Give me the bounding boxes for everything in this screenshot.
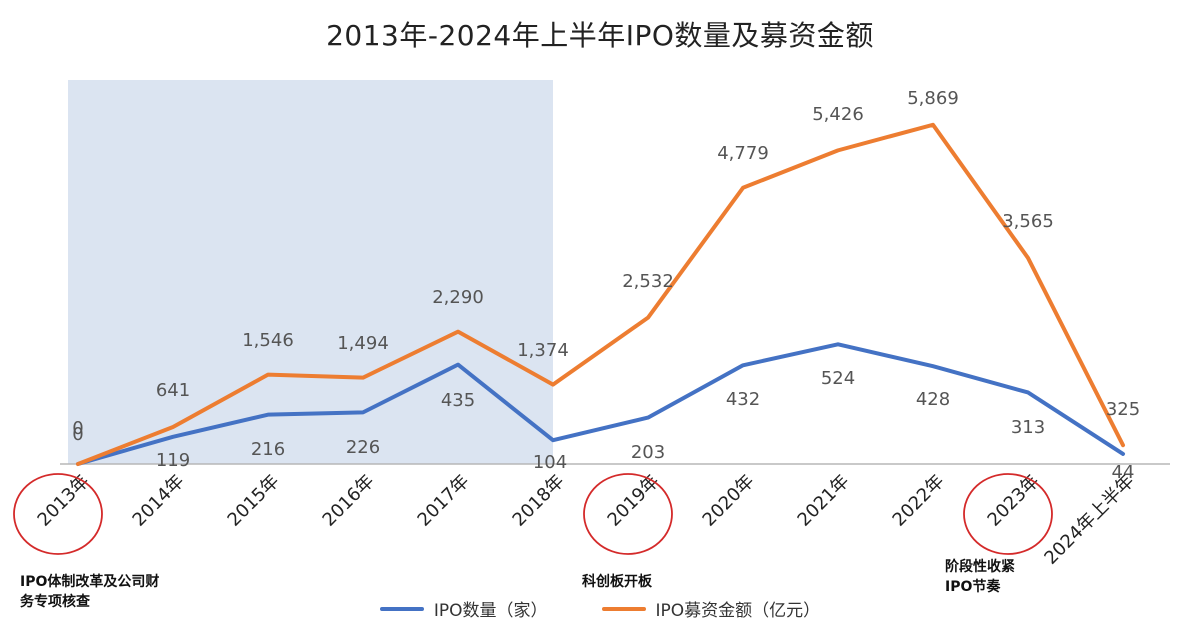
x-tick-label: 2013年 [34,471,94,531]
x-tick-label: 2019年 [604,471,664,531]
legend-swatch-ipo-count [379,606,424,611]
highlight-circle [13,473,103,555]
data-label-ipo-amount: 325 [1106,399,1140,420]
data-label-ipo-amount: 5,426 [812,104,864,125]
data-label-ipo-amount: 641 [156,380,190,401]
data-label-ipo-amount: 2,290 [432,287,484,308]
data-label-ipo-amount: 5,869 [907,88,959,109]
data-label-ipo-count: 104 [533,452,567,473]
x-tick-label: 2021年 [794,471,854,531]
chart-title: 2013年-2024年上半年IPO数量及募资金额 [326,19,874,52]
highlight-circle [583,473,673,555]
highlight-circle [963,473,1053,555]
data-label-ipo-amount: 1,374 [517,340,569,361]
highlight-band [68,80,553,464]
data-label-ipo-count: 44 [1112,462,1135,483]
legend-label-ipo-count: IPO数量（家） [433,601,548,621]
data-label-ipo-count: 0 [72,424,83,445]
data-label-ipo-count: 203 [631,442,665,463]
series-line-ipo-count [76,342,1125,466]
x-tick-label: 2017年 [414,471,474,531]
legend: IPO数量（家） IPO募资金额（亿元） [0,596,1200,621]
annotation-2019: 科创板开板 [582,574,652,590]
x-tick-label: 2014年 [129,471,189,531]
data-label-ipo-count: 435 [441,390,475,411]
annotation-2023: 阶段性收紧IPO节奏 [945,559,1015,595]
data-label-ipo-count: 216 [251,439,285,460]
data-label-ipo-count: 226 [346,437,380,458]
data-label-ipo-amount: 1,494 [337,333,389,354]
x-tick-label: 2018年 [509,471,569,531]
data-label-ipo-amount: 1,546 [242,330,294,351]
data-label-ipo-count: 119 [156,450,190,471]
x-tick-label: 2022年 [889,471,949,531]
data-label-ipo-count: 524 [821,368,855,389]
x-tick-label: 2023年 [984,471,1044,531]
data-label-ipo-count: 432 [726,389,760,410]
data-label-ipo-amount: 0 [72,418,83,439]
legend-swatch-ipo-amount [601,606,646,611]
annotation-2013: IPO体制改革及公司财务专项核查 [20,574,160,610]
data-label-ipo-count: 313 [1011,417,1045,438]
legend-item-ipo-amount: IPO募资金额（亿元） [601,596,821,621]
x-tick-label: 2015年 [224,471,284,531]
legend-item-ipo-count: IPO数量（家） [379,596,548,621]
data-label-ipo-amount: 2,532 [622,271,674,292]
data-label-ipo-amount: 4,779 [717,143,769,164]
legend-label-ipo-amount: IPO募资金额（亿元） [655,601,821,621]
data-label-ipo-count: 428 [916,389,950,410]
data-label-ipo-amount: 3,565 [1002,211,1054,232]
series-line-ipo-amount [76,122,1125,466]
x-tick-label: 2020年 [699,471,759,531]
x-tick-label: 2016年 [319,471,379,531]
x-tick-label: 2024年上半年 [1040,471,1138,569]
